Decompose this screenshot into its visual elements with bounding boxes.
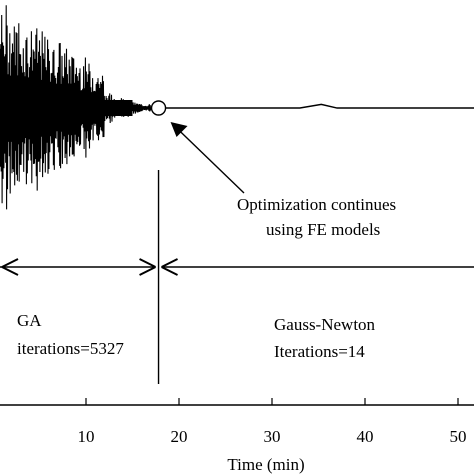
callout-shaft	[174, 125, 245, 194]
ga-core	[0, 100, 133, 116]
optimization-callout-arrow	[170, 122, 245, 194]
callout-head	[170, 122, 188, 137]
x-tick-label: 50	[450, 427, 467, 446]
phase-arrows	[0, 258, 474, 276]
ga-iterations-label: iterations=5327	[17, 339, 124, 358]
arrow-head	[1, 258, 19, 276]
ga-signal-trace	[0, 5, 152, 210]
arrow-head	[161, 258, 178, 276]
gauss-newton-label: Gauss-Newton	[274, 315, 376, 334]
gauss-newton-trace	[158, 103, 474, 109]
transition-marker	[150, 100, 167, 116]
optimization-annotation-line1: Optimization continues	[237, 195, 396, 214]
ga-label: GA	[17, 311, 42, 330]
x-tick-label: 30	[264, 427, 281, 446]
arrow-head	[139, 258, 156, 276]
x-ticks: 10 20 30 40 50	[78, 398, 467, 446]
x-axis-label: Time (min)	[227, 455, 304, 474]
x-tick-label: 20	[171, 427, 188, 446]
x-tick-label: 10	[78, 427, 95, 446]
x-tick-label: 40	[357, 427, 374, 446]
gauss-newton-iterations-label: Iterations=14	[274, 342, 365, 361]
optimization-annotation-line2: using FE models	[266, 220, 380, 239]
